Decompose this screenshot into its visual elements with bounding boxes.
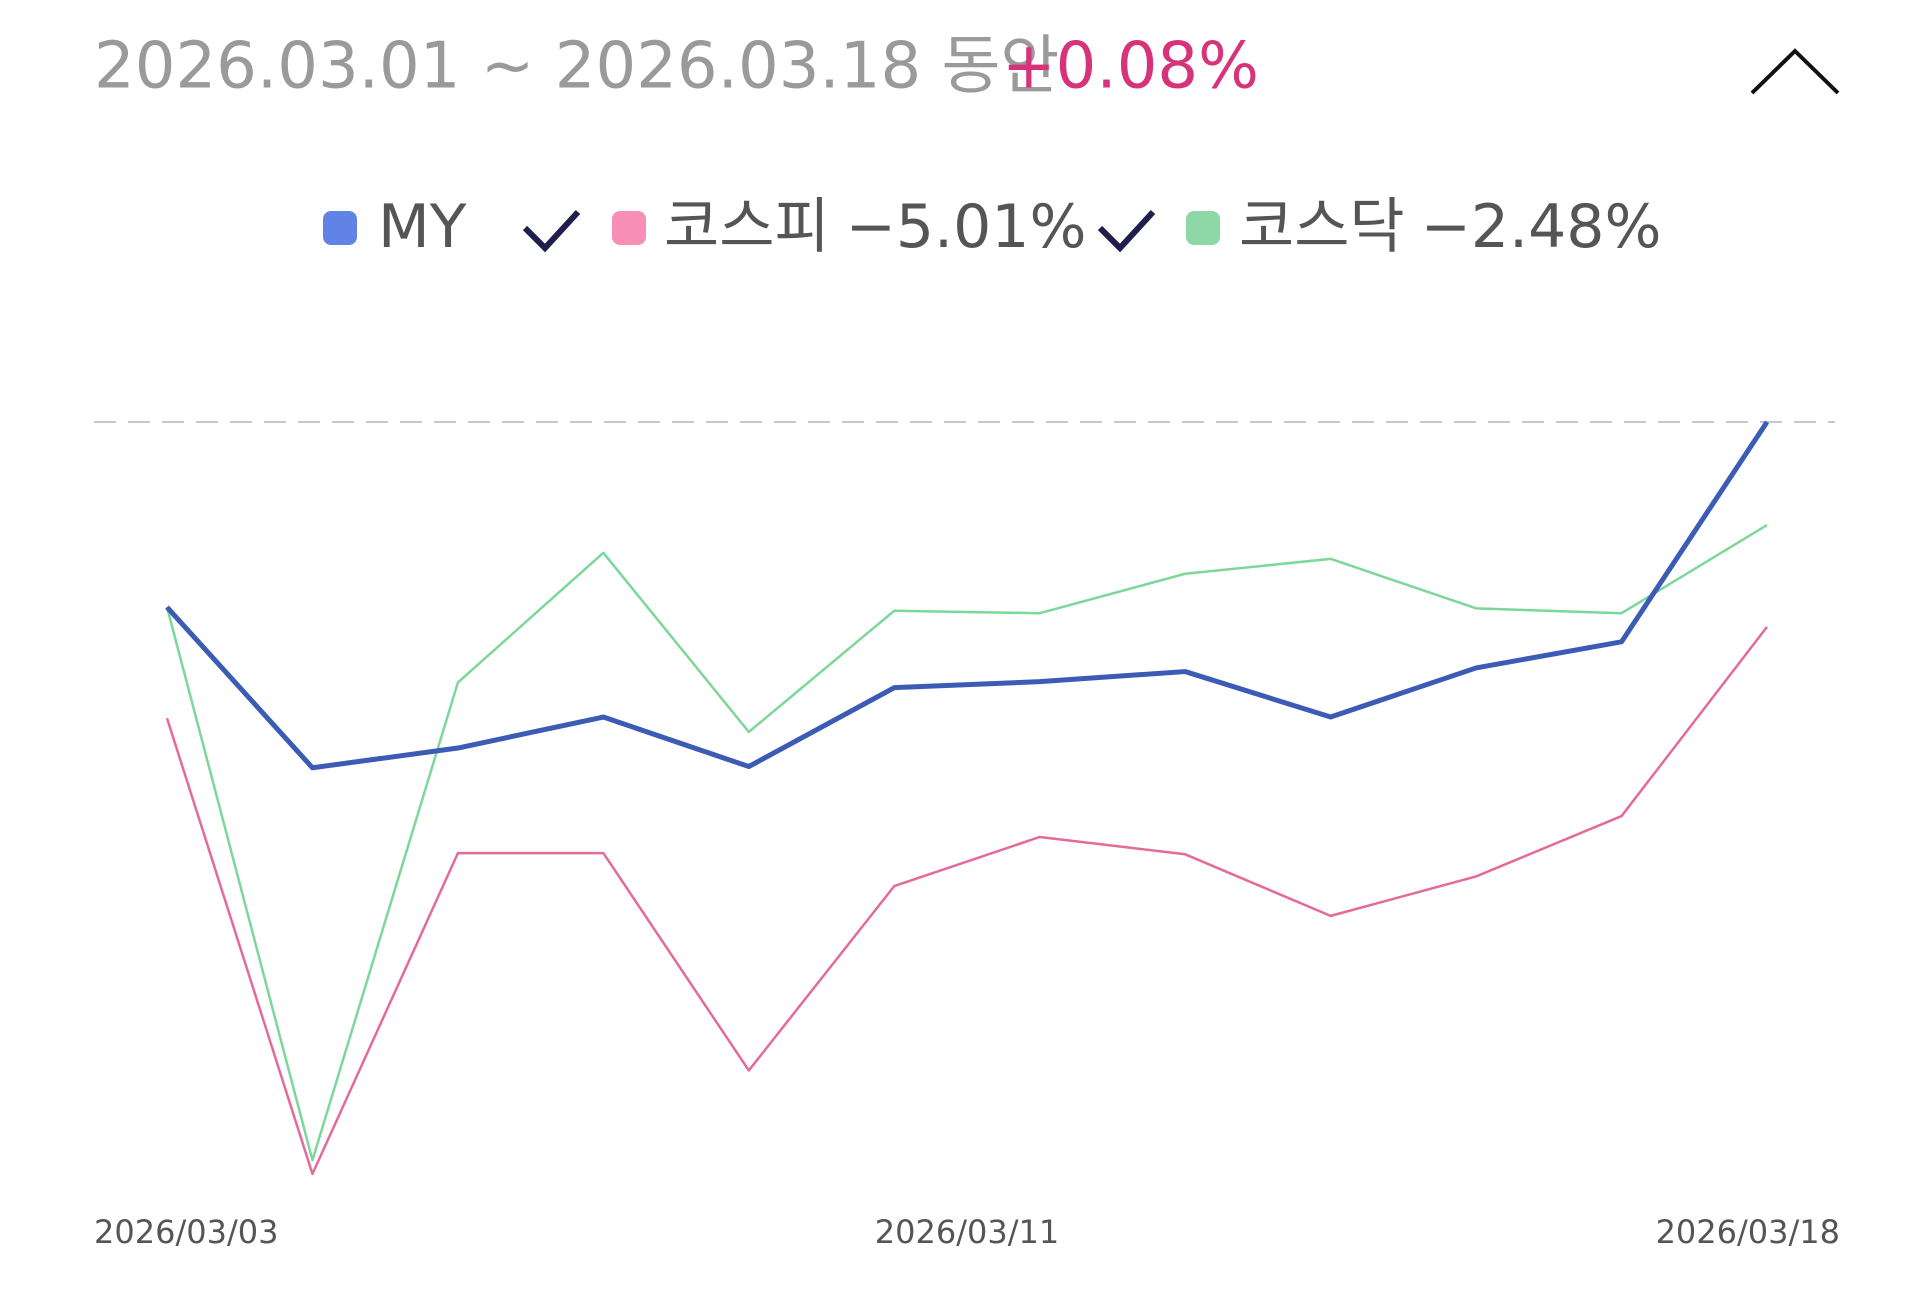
x-tick-label: 2026/03/11 xyxy=(875,1213,1059,1251)
period: 2026.03.01 ~ 2026.03.18 동안 xyxy=(94,30,1059,104)
legend-label: 코스피 −5.01% xyxy=(664,192,1087,262)
legend-change: −5.01% xyxy=(846,192,1087,262)
toggle-check[interactable] xyxy=(522,209,581,253)
series-line xyxy=(165,523,1768,1162)
x-tick-label: 2026/03/03 xyxy=(94,1213,278,1251)
legend-label: MY xyxy=(378,192,467,262)
legend-label: 코스닥 −2.48% xyxy=(1239,192,1662,262)
legend-change: −2.48% xyxy=(1421,192,1662,262)
series-line xyxy=(165,420,1770,771)
series-line xyxy=(165,626,1768,1176)
legend-name: 코스피 xyxy=(664,192,830,262)
return: +0.08% xyxy=(1002,30,1259,104)
legend-swatch xyxy=(323,211,357,245)
toggle-check[interactable] xyxy=(1097,209,1156,253)
legend-name: 코스닥 xyxy=(1239,192,1405,262)
collapse-button[interactable] xyxy=(1750,48,1840,95)
x-tick-label: 2026/03/18 xyxy=(1656,1213,1840,1251)
legend-swatch xyxy=(1186,211,1220,245)
legend-swatch xyxy=(612,211,646,245)
legend-name: MY xyxy=(378,192,467,262)
